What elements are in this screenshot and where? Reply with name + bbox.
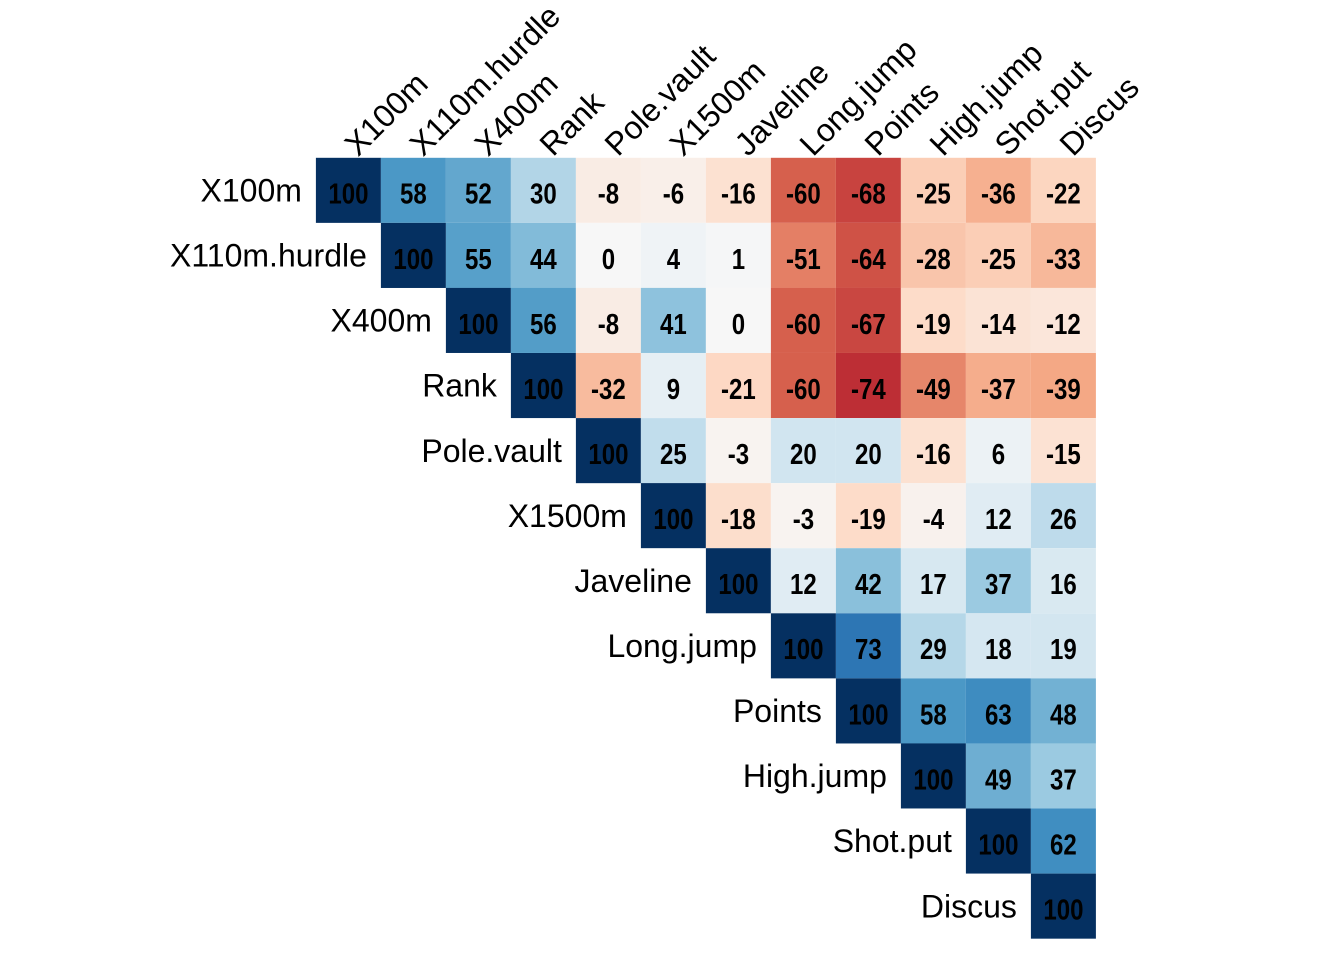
- svg-text:X110m.hurdle: X110m.hurdle: [170, 238, 367, 274]
- svg-text:63: 63: [985, 698, 1012, 730]
- svg-text:-60: -60: [786, 373, 821, 405]
- svg-text:-15: -15: [1046, 438, 1081, 470]
- svg-text:Javeline: Javeline: [574, 563, 691, 599]
- svg-text:0: 0: [602, 243, 615, 275]
- svg-text:X400m: X400m: [331, 303, 432, 339]
- svg-text:62: 62: [1050, 828, 1077, 860]
- svg-text:100: 100: [1043, 894, 1083, 926]
- svg-text:Rank: Rank: [422, 368, 498, 404]
- svg-text:100: 100: [393, 243, 433, 275]
- svg-text:100: 100: [653, 503, 693, 535]
- svg-text:-64: -64: [851, 243, 886, 275]
- svg-text:-74: -74: [851, 373, 886, 405]
- svg-text:37: 37: [985, 568, 1012, 600]
- svg-text:52: 52: [465, 178, 492, 210]
- svg-text:100: 100: [458, 308, 498, 340]
- svg-text:1: 1: [732, 243, 745, 275]
- svg-text:-19: -19: [851, 503, 886, 535]
- svg-text:-51: -51: [786, 243, 821, 275]
- svg-text:20: 20: [790, 438, 817, 470]
- svg-text:29: 29: [920, 633, 947, 665]
- svg-text:26: 26: [1050, 503, 1077, 535]
- svg-text:58: 58: [920, 698, 947, 730]
- svg-text:37: 37: [1050, 763, 1077, 795]
- svg-text:-16: -16: [916, 438, 951, 470]
- svg-text:-25: -25: [981, 243, 1016, 275]
- svg-text:100: 100: [783, 633, 823, 665]
- svg-text:100: 100: [718, 568, 758, 600]
- svg-text:25: 25: [660, 438, 687, 470]
- svg-text:-67: -67: [851, 308, 886, 340]
- svg-text:-8: -8: [598, 308, 619, 340]
- svg-text:-18: -18: [721, 503, 756, 535]
- svg-text:100: 100: [328, 178, 368, 210]
- svg-text:12: 12: [790, 568, 817, 600]
- svg-text:9: 9: [667, 373, 680, 405]
- svg-text:Points: Points: [733, 693, 822, 729]
- svg-text:-4: -4: [923, 503, 945, 535]
- svg-text:-21: -21: [721, 373, 756, 405]
- svg-text:-37: -37: [981, 373, 1016, 405]
- svg-text:0: 0: [732, 308, 745, 340]
- svg-text:17: 17: [920, 568, 947, 600]
- svg-text:-33: -33: [1046, 243, 1081, 275]
- svg-text:X1500m: X1500m: [508, 498, 627, 534]
- svg-text:-14: -14: [981, 308, 1016, 340]
- svg-text:Shot.put: Shot.put: [833, 823, 952, 859]
- svg-text:55: 55: [465, 243, 492, 275]
- svg-text:-6: -6: [663, 178, 684, 210]
- svg-text:-39: -39: [1046, 373, 1081, 405]
- svg-text:-19: -19: [916, 308, 951, 340]
- svg-text:-22: -22: [1046, 178, 1081, 210]
- svg-text:16: 16: [1050, 568, 1077, 600]
- svg-text:4: 4: [667, 243, 681, 275]
- svg-text:6: 6: [992, 438, 1005, 470]
- svg-text:-3: -3: [793, 503, 814, 535]
- svg-text:73: 73: [855, 633, 882, 665]
- svg-text:42: 42: [855, 568, 882, 600]
- svg-text:49: 49: [985, 763, 1012, 795]
- svg-text:12: 12: [985, 503, 1012, 535]
- svg-text:-3: -3: [728, 438, 749, 470]
- svg-text:-60: -60: [786, 308, 821, 340]
- svg-text:-60: -60: [786, 178, 821, 210]
- svg-text:100: 100: [588, 438, 628, 470]
- svg-text:-8: -8: [598, 178, 619, 210]
- svg-text:20: 20: [855, 438, 882, 470]
- svg-text:-28: -28: [916, 243, 951, 275]
- svg-text:-16: -16: [721, 178, 756, 210]
- svg-text:44: 44: [530, 243, 557, 275]
- svg-text:High.jump: High.jump: [743, 758, 887, 794]
- svg-text:-68: -68: [851, 178, 886, 210]
- svg-text:18: 18: [985, 633, 1012, 665]
- svg-text:-32: -32: [591, 373, 626, 405]
- svg-text:41: 41: [660, 308, 687, 340]
- svg-text:Long.jump: Long.jump: [607, 628, 756, 664]
- svg-text:-12: -12: [1046, 308, 1081, 340]
- svg-text:X100m: X100m: [201, 173, 302, 209]
- svg-text:30: 30: [530, 178, 557, 210]
- svg-text:100: 100: [913, 763, 953, 795]
- svg-text:48: 48: [1050, 698, 1077, 730]
- svg-text:Pole.vault: Pole.vault: [421, 433, 562, 469]
- svg-text:Discus: Discus: [921, 888, 1017, 924]
- svg-text:-49: -49: [916, 373, 951, 405]
- svg-text:100: 100: [523, 373, 563, 405]
- svg-text:58: 58: [400, 178, 427, 210]
- svg-text:-25: -25: [916, 178, 951, 210]
- svg-text:19: 19: [1050, 633, 1077, 665]
- svg-text:100: 100: [978, 828, 1018, 860]
- svg-text:100: 100: [848, 698, 888, 730]
- svg-text:56: 56: [530, 308, 557, 340]
- svg-text:-36: -36: [981, 178, 1016, 210]
